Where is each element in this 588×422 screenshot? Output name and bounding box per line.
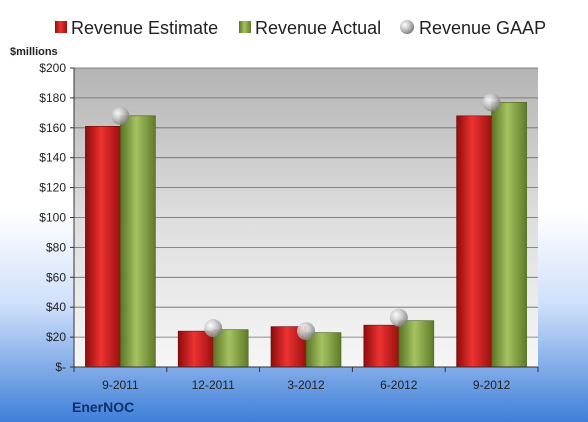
y-tick-label: $160: [39, 121, 66, 135]
bar-revenue-estimate-12-2011: [177, 330, 214, 368]
marker-revenue-gaap-12-2011: [204, 319, 223, 338]
bar-revenue-estimate-9-2011: [85, 126, 121, 368]
legend-marker-revenue-gaap: [400, 20, 414, 34]
company-label: EnerNOC: [72, 399, 134, 415]
bar-revenue-estimate-6-2012: [363, 324, 400, 368]
y-tick-label: $200: [39, 61, 66, 75]
y-tick-label: $60: [46, 270, 66, 284]
legend-swatch-revenue-actual: [239, 21, 251, 33]
y-tick-label: $140: [39, 151, 66, 165]
y-tick-label: $-: [55, 360, 66, 374]
y-tick-label: $120: [39, 181, 66, 195]
legend-swatch-revenue-estimate: [55, 21, 67, 33]
marker-revenue-gaap-9-2012: [482, 93, 501, 112]
marker-revenue-gaap-3-2012: [297, 322, 315, 341]
x-tick-label: 9-2012: [473, 378, 511, 392]
y-tick-label: $20: [46, 330, 66, 344]
bar-revenue-actual-3-2012: [305, 332, 342, 368]
bar-revenue-actual-9-2011: [120, 115, 156, 368]
y-tick-label: $80: [46, 240, 66, 254]
marker-revenue-gaap-6-2012: [389, 308, 408, 327]
legend: Revenue Estimate Revenue Actual Revenue …: [55, 18, 546, 38]
x-tick-label: 12-2011: [192, 378, 235, 392]
y-tick-label: $100: [39, 211, 66, 225]
x-tick-label: 9-2011: [102, 378, 139, 392]
legend-label-revenue-actual: Revenue Actual: [255, 18, 381, 38]
bar-revenue-estimate-9-2012: [456, 115, 492, 368]
legend-label-revenue-gaap: Revenue GAAP: [419, 18, 546, 38]
x-tick-label: 6-2012: [380, 378, 418, 392]
marker-revenue-gaap-9-2011: [111, 106, 130, 125]
bar-revenue-actual-12-2011: [212, 329, 249, 368]
bar-revenue-actual-6-2012: [398, 320, 435, 368]
unit-label: $millions: [10, 46, 58, 58]
bar-revenue-actual-9-2012: [491, 102, 527, 368]
y-tick-label: $180: [39, 91, 66, 105]
legend-label-revenue-estimate: Revenue Estimate: [71, 18, 218, 38]
y-tick-label: $40: [46, 300, 66, 314]
x-tick-label: 3-2012: [287, 378, 325, 392]
